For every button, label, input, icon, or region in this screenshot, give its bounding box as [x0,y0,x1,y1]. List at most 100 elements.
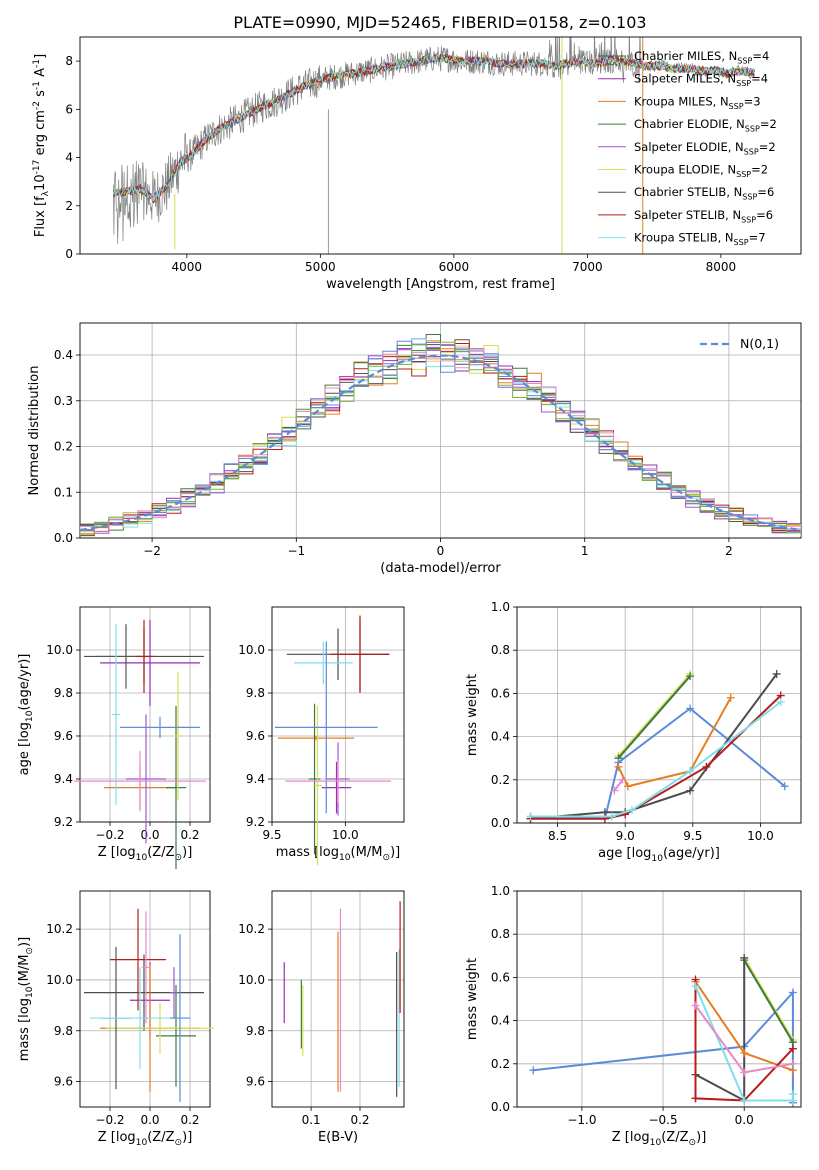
y-tick-label: 9.6 [246,729,265,743]
x-tick-label: −0.2 [95,1113,124,1127]
y-tick-label: 0.4 [491,730,510,744]
legend-label: Kroupa ELODIE, NSSP=2 [634,163,768,179]
normal-curve [79,354,802,532]
y-tick-label: 10.0 [46,643,73,657]
mass-weight-marker [788,1090,797,1099]
legend-label: Chabrier MILES, NSSP=4 [634,49,769,65]
y-axis-label: Flux [fλ10-17 erg cm-2 s-1 A-1] [32,54,51,237]
x-tick-label: 8000 [706,260,737,274]
mass-weight-line [617,673,691,757]
axes-spectrum: 4000 5000 6000 7000 8000 0 2 4 6 8 wavelength [Ang… [32,36,802,292]
mass-weight-marker [691,1094,700,1103]
mass-weight-marker [686,786,695,795]
y-tick-label: 0.0 [54,531,73,545]
x-tick-label: −0.2 [95,828,124,842]
mass-weight-marker [740,1096,749,1105]
y-tick-label: 0.1 [54,485,73,499]
axes-frame [271,606,405,823]
mass-weight-line [617,697,732,788]
y-tick-label: 1.0 [491,600,510,614]
x-tick-label: 0.2 [180,1113,199,1127]
mass-weight-marker [614,762,623,771]
mass-weight-marker [726,693,735,702]
y-tick-label: 9.8 [246,1024,265,1038]
y-tick-label: 9.2 [246,815,265,829]
mass-weight-marker [526,812,535,821]
y-tick-label: 0.8 [491,643,510,657]
axes-massweight-vs-age: 8.5 9.0 9.5 10.0 0.0 0.2 0.4 0.6 0.8 1.0 age [log1… [465,600,802,864]
mass-weight-marker [788,1044,797,1053]
x-tick-label: 10.0 [332,828,359,842]
y-tick-label: 2 [65,199,73,213]
axes-age-vs-Z: −0.2 0.0 0.2 9.2 9.4 9.6 9.8 10.0 Z [log10(Z/Z⊙)… [17,606,211,870]
y-tick-label: 9.6 [54,1075,73,1089]
x-axis-label: age [log10(age/yr)] [598,846,720,864]
legend-label: Salpeter ELODIE, NSSP=2 [634,140,776,156]
mass-weight-line [613,779,624,792]
mass-weight-line [617,675,691,759]
x-tick-label: 7000 [572,260,603,274]
mass-weight-marker [740,953,749,962]
x-tick-label: 9.5 [262,828,281,842]
y-tick-label: 0 [65,247,73,261]
mass-weight-marker [623,782,632,791]
x-tick-label: 0.0 [140,828,159,842]
axes-mass-vs-Z: −0.2 0.0 0.2 9.6 9.8 10.0 10.2 Z [log10(Z/Z⊙)] m… [17,890,214,1148]
x-axis-label: wavelength [Angstrom, rest frame] [326,277,555,292]
y-tick-label: 0.2 [491,1057,510,1071]
x-axis-label: Z [log10(Z/Z⊙)] [612,1130,707,1148]
axes-frame [79,36,802,255]
mass-weight-marker [618,775,627,784]
y-tick-label: 0.4 [491,1014,510,1028]
axes-frame [79,890,211,1108]
x-tick-label: 0.1 [302,1113,321,1127]
mass-weight-marker [776,698,785,707]
x-tick-label: 0 [437,544,445,558]
figure-title: PLATE=0990, MJD=52465, FIBERID=0158, z=0… [233,13,646,32]
mass-weight-marker [691,982,700,991]
y-tick-label: 0.3 [54,394,73,408]
mass-weight-marker [686,767,695,776]
legend-label: N(0,1) [740,336,779,351]
y-tick-label: 6 [65,102,73,116]
y-tick-label: 0.2 [54,440,73,454]
axes-massweight-vs-Z: −1.0 −0.5 0.0 0.0 0.2 0.4 0.6 0.8 1.0 Z [log10(Z/… [465,884,802,1148]
x-tick-label: 8.5 [548,829,567,843]
y-tick-label: 10.0 [238,643,265,657]
x-axis-label: (data-model)/error [380,561,501,576]
y-tick-label: 0.6 [491,970,510,984]
legend-label: Chabrier ELODIE, NSSP=2 [634,117,777,133]
axes-frame [516,890,802,1108]
y-tick-label: 0.0 [491,816,510,830]
x-tick-label: 9.5 [683,829,702,843]
model-spectrum-line [112,53,755,203]
y-tick-label: 9.8 [54,1024,73,1038]
y-axis-label: mass weight [465,958,480,1040]
mass-weight-marker [740,1068,749,1077]
mass-weight-marker [610,786,619,795]
x-tick-label: 2 [725,544,733,558]
x-tick-label: 0.2 [350,1113,369,1127]
x-axis-label: E(B-V) [318,1130,358,1145]
y-tick-label: 0.8 [491,927,510,941]
x-tick-label: 0.0 [735,1113,754,1127]
legend-label: Chabrier STELIB, NSSP=6 [634,185,774,201]
y-tick-label: 0.6 [491,686,510,700]
mass-weight-marker [686,704,695,713]
y-axis-label: mass [log10(M/M⊙)] [17,937,35,1061]
axes-mass-vs-EBV: 0.1 0.2 9.6 9.8 10.0 10.2 E(B-V) [238,890,405,1145]
y-tick-label: 8 [65,54,73,68]
mass-weight-line [743,957,794,1041]
x-tick-label: 0.0 [140,1113,159,1127]
mass-weight-marker [772,669,781,678]
y-axis-label: mass weight [465,674,480,756]
y-tick-label: 9.4 [54,772,73,786]
y-tick-label: 9.8 [246,686,265,700]
axes-frame [516,606,802,824]
x-tick-label: −1.0 [567,1113,596,1127]
x-tick-label: −0.5 [648,1113,677,1127]
y-tick-label: 9.8 [54,686,73,700]
mass-weight-marker [788,1059,797,1068]
mass-weight-marker [702,762,711,771]
